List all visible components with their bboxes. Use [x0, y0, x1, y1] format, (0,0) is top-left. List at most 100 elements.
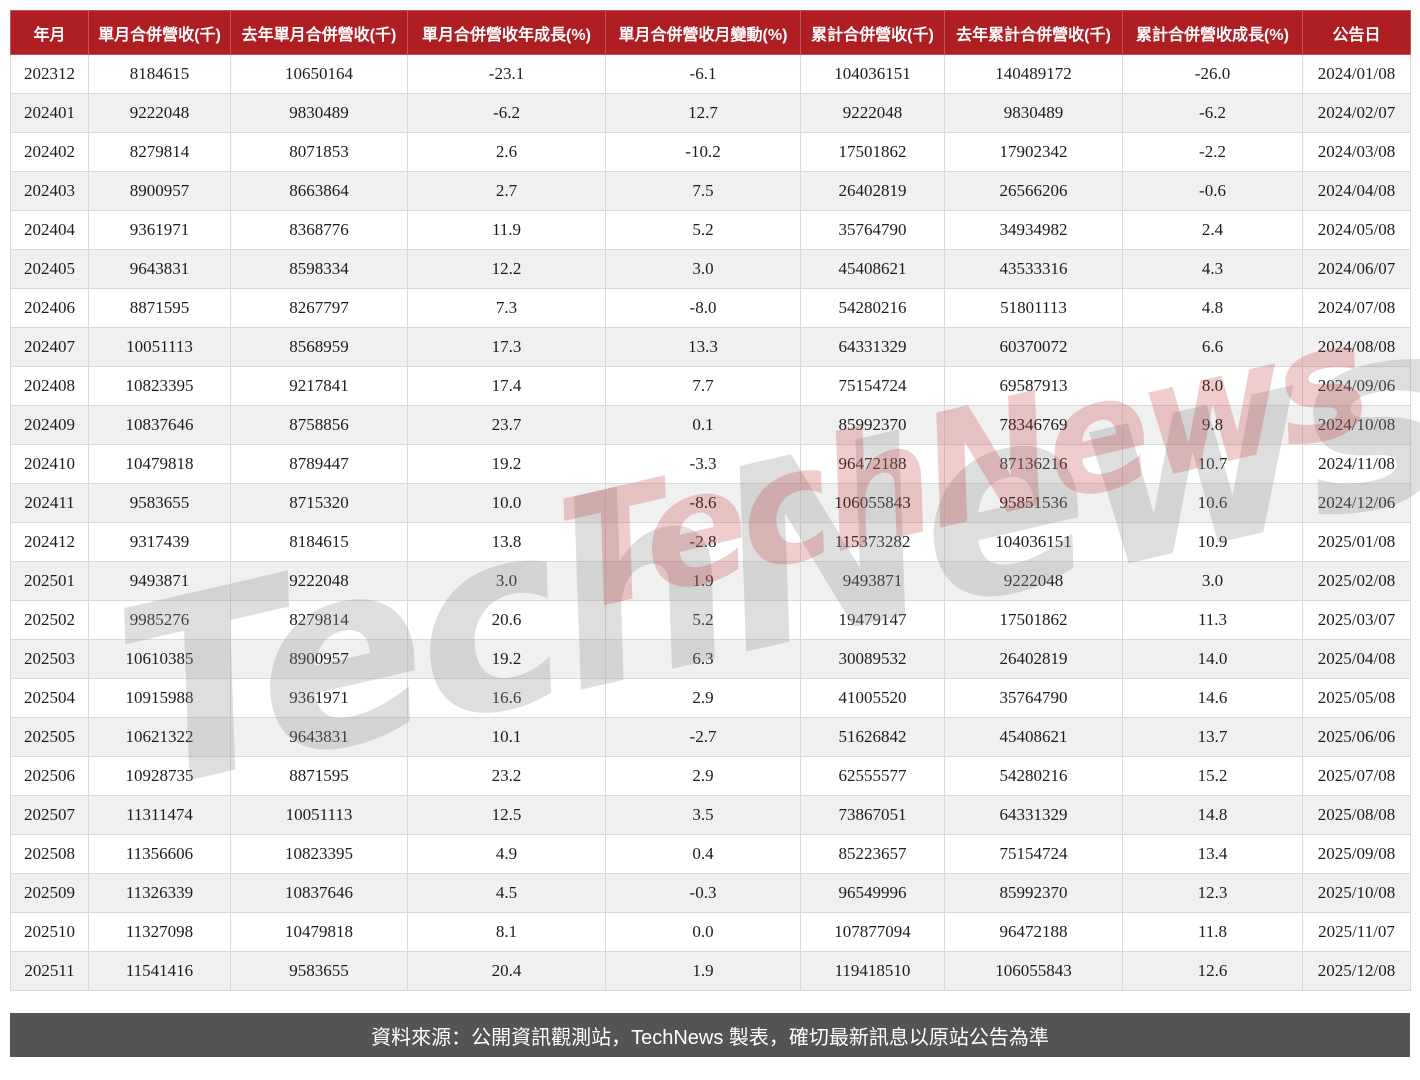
cell-202503-col2: 8900957 — [230, 639, 408, 679]
cell-202501-col3: 3.0 — [407, 561, 606, 601]
cell-202405-col0: 202405 — [10, 249, 89, 289]
cell-202406-col7: 4.8 — [1122, 288, 1303, 328]
cell-202509-col8: 2025/10/08 — [1302, 873, 1411, 913]
cell-202403-col6: 26566206 — [944, 171, 1123, 211]
cell-202506-col8: 2025/07/08 — [1302, 756, 1411, 796]
cell-202508-col5: 85223657 — [800, 834, 945, 874]
cell-202509-col6: 85992370 — [944, 873, 1123, 913]
cell-202405-col4: 3.0 — [605, 249, 801, 289]
table-row-202504: 202504 10915988 9361971 16.6 2.9 41005520 3576… — [10, 678, 1411, 718]
table-row-202409: 202409 10837646 8758856 23.7 0.1 85992370 7834… — [10, 405, 1411, 445]
cell-202505-col7: 13.7 — [1122, 717, 1303, 757]
cell-202508-col7: 13.4 — [1122, 834, 1303, 874]
cell-202506-col0: 202506 — [10, 756, 89, 796]
cell-202407-col8: 2024/08/08 — [1302, 327, 1411, 367]
table-header: 年月 單月合併營收(千) 去年單月合併營收(千) 單月合併營收年成長(%) 單月合併營收… — [10, 10, 1411, 55]
cell-202406-col0: 202406 — [10, 288, 89, 328]
cell-202507-col4: 3.5 — [605, 795, 801, 835]
cell-202409-col5: 85992370 — [800, 405, 945, 445]
cell-202410-col6: 87136216 — [944, 444, 1123, 484]
cell-202404-col1: 9361971 — [88, 210, 231, 250]
cell-202401-col5: 9222048 — [800, 93, 945, 133]
cell-202402-col3: 2.6 — [407, 132, 606, 172]
cell-202408-col7: 8.0 — [1122, 366, 1303, 406]
cell-202511-col1: 11541416 — [88, 951, 231, 991]
cell-202503-col8: 2025/04/08 — [1302, 639, 1411, 679]
cell-202402-col8: 2024/03/08 — [1302, 132, 1411, 172]
cell-202408-col0: 202408 — [10, 366, 89, 406]
cell-202504-col5: 41005520 — [800, 678, 945, 718]
cell-202401-col1: 9222048 — [88, 93, 231, 133]
cell-202507-col5: 73867051 — [800, 795, 945, 835]
cell-202509-col7: 12.3 — [1122, 873, 1303, 913]
cell-202410-col8: 2024/11/08 — [1302, 444, 1411, 484]
cell-202312-col8: 2024/01/08 — [1302, 54, 1411, 94]
table-row-202403: 202403 8900957 8663864 2.7 7.5 26402819 265662… — [10, 171, 1411, 211]
cell-202407-col1: 10051113 — [88, 327, 231, 367]
cell-202409-col0: 202409 — [10, 405, 89, 445]
cell-202507-col7: 14.8 — [1122, 795, 1303, 835]
cell-202401-col2: 9830489 — [230, 93, 408, 133]
cell-202412-col5: 115373282 — [800, 522, 945, 562]
cell-202505-col0: 202505 — [10, 717, 89, 757]
cell-202408-col1: 10823395 — [88, 366, 231, 406]
cell-202507-col2: 10051113 — [230, 795, 408, 835]
cell-202411-col6: 95851536 — [944, 483, 1123, 523]
cell-202406-col5: 54280216 — [800, 288, 945, 328]
cell-202402-col1: 8279814 — [88, 132, 231, 172]
cell-202511-col4: 1.9 — [605, 951, 801, 991]
cell-202312-col5: 104036151 — [800, 54, 945, 94]
cell-202502-col2: 8279814 — [230, 600, 408, 640]
table-row-202511: 202511 11541416 9583655 20.4 1.9 119418510 106… — [10, 951, 1411, 991]
table-row-202407: 202407 10051113 8568959 17.3 13.3 64331329 603… — [10, 327, 1411, 367]
cell-202507-col0: 202507 — [10, 795, 89, 835]
cell-202403-col1: 8900957 — [88, 171, 231, 211]
cell-202506-col3: 23.2 — [407, 756, 606, 796]
cell-202403-col5: 26402819 — [800, 171, 945, 211]
cell-202508-col4: 0.4 — [605, 834, 801, 874]
column-header-4: 單月合併營收月變動(%) — [605, 10, 801, 55]
cell-202405-col2: 8598334 — [230, 249, 408, 289]
cell-202404-col4: 5.2 — [605, 210, 801, 250]
cell-202403-col2: 8663864 — [230, 171, 408, 211]
cell-202403-col8: 2024/04/08 — [1302, 171, 1411, 211]
cell-202509-col3: 4.5 — [407, 873, 606, 913]
table-row-202408: 202408 10823395 9217841 17.4 7.7 75154724 6958… — [10, 366, 1411, 406]
cell-202506-col1: 10928735 — [88, 756, 231, 796]
column-header-1: 單月合併營收(千) — [88, 10, 231, 55]
cell-202411-col2: 8715320 — [230, 483, 408, 523]
cell-202402-col4: -10.2 — [605, 132, 801, 172]
cell-202507-col1: 11311474 — [88, 795, 231, 835]
cell-202412-col2: 8184615 — [230, 522, 408, 562]
cell-202409-col4: 0.1 — [605, 405, 801, 445]
cell-202410-col2: 8789447 — [230, 444, 408, 484]
source-note-text: 資料來源：公開資訊觀測站，TechNews 製表，確切最新訊息以原站公告為準 — [371, 1026, 1049, 1049]
cell-202406-col8: 2024/07/08 — [1302, 288, 1411, 328]
cell-202407-col7: 6.6 — [1122, 327, 1303, 367]
cell-202504-col1: 10915988 — [88, 678, 231, 718]
cell-202501-col8: 2025/02/08 — [1302, 561, 1411, 601]
monthly-revenue-table: 年月 單月合併營收(千) 去年單月合併營收(千) 單月合併營收年成長(%) 單月合併營收… — [10, 10, 1411, 991]
cell-202409-col2: 8758856 — [230, 405, 408, 445]
cell-202503-col6: 26402819 — [944, 639, 1123, 679]
cell-202404-col7: 2.4 — [1122, 210, 1303, 250]
cell-202501-col5: 9493871 — [800, 561, 945, 601]
cell-202503-col5: 30089532 — [800, 639, 945, 679]
cell-202406-col4: -8.0 — [605, 288, 801, 328]
cell-202412-col1: 9317439 — [88, 522, 231, 562]
cell-202509-col5: 96549996 — [800, 873, 945, 913]
cell-202312-col2: 10650164 — [230, 54, 408, 94]
cell-202504-col8: 2025/05/08 — [1302, 678, 1411, 718]
cell-202404-col0: 202404 — [10, 210, 89, 250]
cell-202510-col8: 2025/11/07 — [1302, 912, 1411, 952]
cell-202312-col3: -23.1 — [407, 54, 606, 94]
cell-202312-col1: 8184615 — [88, 54, 231, 94]
cell-202412-col7: 10.9 — [1122, 522, 1303, 562]
cell-202312-col6: 140489172 — [944, 54, 1123, 94]
cell-202504-col2: 9361971 — [230, 678, 408, 718]
cell-202503-col3: 19.2 — [407, 639, 606, 679]
column-header-6: 去年累計合併營收(千) — [944, 10, 1123, 55]
cell-202411-col0: 202411 — [10, 483, 89, 523]
column-header-7: 累計合併營收成長(%) — [1122, 10, 1303, 55]
